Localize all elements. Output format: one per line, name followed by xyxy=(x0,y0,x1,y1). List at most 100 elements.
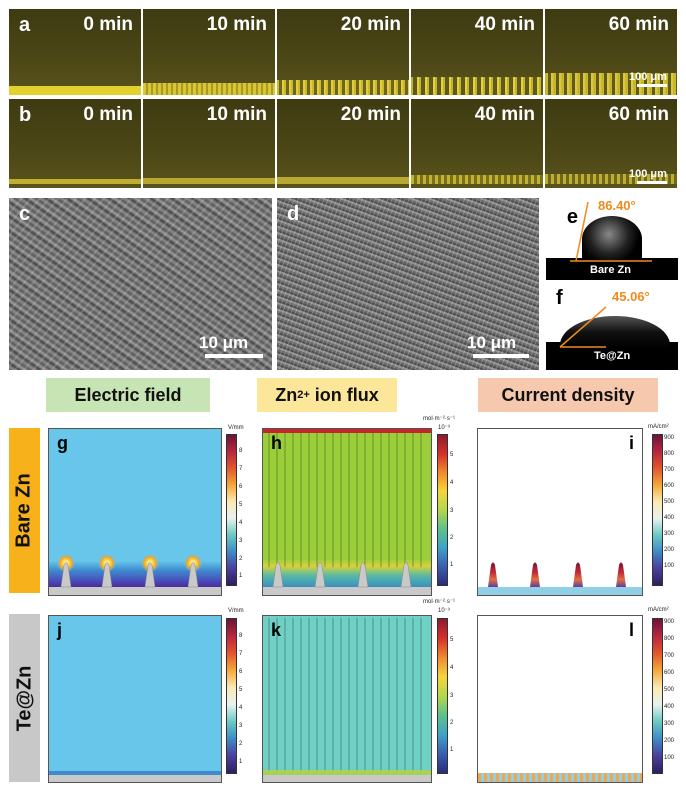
panel-g-electric-field-bare: g xyxy=(48,428,222,596)
colorbar-current xyxy=(652,618,663,774)
panel-c-sem-image: c 10 μm xyxy=(9,198,272,370)
panel-b-tile-2: 10 min xyxy=(143,99,275,188)
tick: 100 xyxy=(664,563,675,569)
panel-g-letter: g xyxy=(57,433,68,453)
header-ion-flux-main: Zn xyxy=(275,384,298,405)
panel-l-current-density-te: l xyxy=(477,615,643,783)
panel-h-ion-flux-bare: h xyxy=(262,428,432,596)
panel-e-letter: e xyxy=(566,206,578,228)
row-label-te-zn-text: Te@Zn xyxy=(13,665,36,731)
scale-bar xyxy=(205,354,263,358)
tick: 8 xyxy=(239,448,243,454)
tick: 2 xyxy=(450,720,454,726)
tick: 8 xyxy=(239,633,243,639)
panel-a-tile-1: a 0 min xyxy=(9,9,141,95)
tick: 1 xyxy=(239,573,243,579)
header-electric-field-text: Electric field xyxy=(74,384,182,405)
flux-streamlines xyxy=(268,433,422,588)
row-label-bare-zn: Bare Zn xyxy=(9,428,40,593)
colorbar-unit: V/mm xyxy=(228,608,244,614)
tick: 4 xyxy=(450,480,454,486)
tick: 500 xyxy=(664,687,675,693)
tick: 5 xyxy=(239,502,243,508)
panel-d-letter: d xyxy=(287,203,300,225)
scale-label: 10 μm xyxy=(199,333,249,352)
panel-a-tile-3: 20 min xyxy=(277,9,409,95)
scale-bar xyxy=(637,181,667,184)
time-label: 0 min xyxy=(83,14,133,35)
panel-b-tile-3: 20 min xyxy=(277,99,409,188)
panel-a-tile-4: 40 min xyxy=(411,9,543,95)
panel-d-sem-image: d 10 μm xyxy=(277,198,539,370)
tick: 3 xyxy=(239,723,243,729)
tick: 4 xyxy=(450,665,454,671)
tick: 4 xyxy=(239,705,243,711)
colorbar-current xyxy=(652,434,663,586)
tick: 400 xyxy=(664,515,675,521)
tick: 200 xyxy=(664,738,675,744)
tick: 800 xyxy=(664,636,675,642)
colorbar-unit: mA/cm² xyxy=(648,424,669,430)
colorbar-unit: mol·m⁻²·s⁻¹ xyxy=(423,599,455,605)
panel-k-letter: k xyxy=(271,620,282,640)
panel-b-tile-4: 40 min xyxy=(411,99,543,188)
tick: 4 xyxy=(239,520,243,526)
contact-angle-value: 86.40° xyxy=(598,198,636,213)
time-label: 20 min xyxy=(340,14,401,35)
tick: 1 xyxy=(450,747,454,753)
header-ion-flux-sup: 2+ xyxy=(297,389,310,401)
panel-f-letter: f xyxy=(556,287,563,309)
tick: 900 xyxy=(664,619,675,625)
tick: 6 xyxy=(239,669,243,675)
tick: 300 xyxy=(664,531,675,537)
sample-label: Te@Zn xyxy=(594,350,631,362)
panel-k-ion-flux-te: k xyxy=(262,615,432,783)
sample-label: Bare Zn xyxy=(590,264,631,276)
row-label-te-zn: Te@Zn xyxy=(9,614,40,782)
tick: 200 xyxy=(664,547,675,553)
tick: 3 xyxy=(239,538,243,544)
scale-label: 100 μm xyxy=(629,168,667,180)
colorbar-exponent: 10⁻³ xyxy=(438,608,450,614)
tick: 100 xyxy=(664,755,675,761)
colorbar-flux xyxy=(437,618,448,774)
tick: 1 xyxy=(239,759,243,765)
tick: 400 xyxy=(664,704,675,710)
panel-i-current-density-bare: i xyxy=(477,428,643,596)
time-label: 10 min xyxy=(206,14,267,35)
scale-label: 10 μm xyxy=(467,333,517,352)
scale-bar xyxy=(473,354,529,358)
tick: 7 xyxy=(239,466,243,472)
colorbar-unit: V/mm xyxy=(228,425,244,431)
tick: 800 xyxy=(664,451,675,457)
scale-label: 100 μm xyxy=(629,71,667,83)
panel-l-letter: l xyxy=(628,620,634,640)
time-label: 0 min xyxy=(83,104,133,125)
header-ion-flux: Zn 2+ ion flux xyxy=(257,378,397,412)
colorbar-exponent: 10⁻³ xyxy=(438,425,450,431)
tick: 700 xyxy=(664,653,675,659)
tick: 2 xyxy=(239,556,243,562)
tick: 300 xyxy=(664,721,675,727)
tick: 600 xyxy=(664,670,675,676)
panel-b-letter: b xyxy=(19,104,32,126)
tick: 1 xyxy=(450,562,454,568)
tick: 900 xyxy=(664,435,675,441)
time-label: 10 min xyxy=(206,104,267,125)
tick: 500 xyxy=(664,499,675,505)
header-current-density: Current density xyxy=(478,378,658,412)
panel-i-letter: i xyxy=(628,433,634,453)
tick: 3 xyxy=(450,508,454,514)
time-label: 40 min xyxy=(474,104,535,125)
header-current-density-text: Current density xyxy=(501,384,635,405)
header-ion-flux-rest: ion flux xyxy=(309,384,379,405)
tick: 7 xyxy=(239,651,243,657)
colorbar-efield xyxy=(226,618,237,774)
time-label: 60 min xyxy=(608,14,669,35)
tick: 2 xyxy=(239,741,243,747)
header-electric-field: Electric field xyxy=(46,378,210,412)
time-label: 60 min xyxy=(608,104,669,125)
panel-b-tile-5: 60 min 100 μm xyxy=(545,99,677,188)
flux-streamlines xyxy=(268,618,422,770)
panel-b-tile-1: b 0 min xyxy=(9,99,141,188)
